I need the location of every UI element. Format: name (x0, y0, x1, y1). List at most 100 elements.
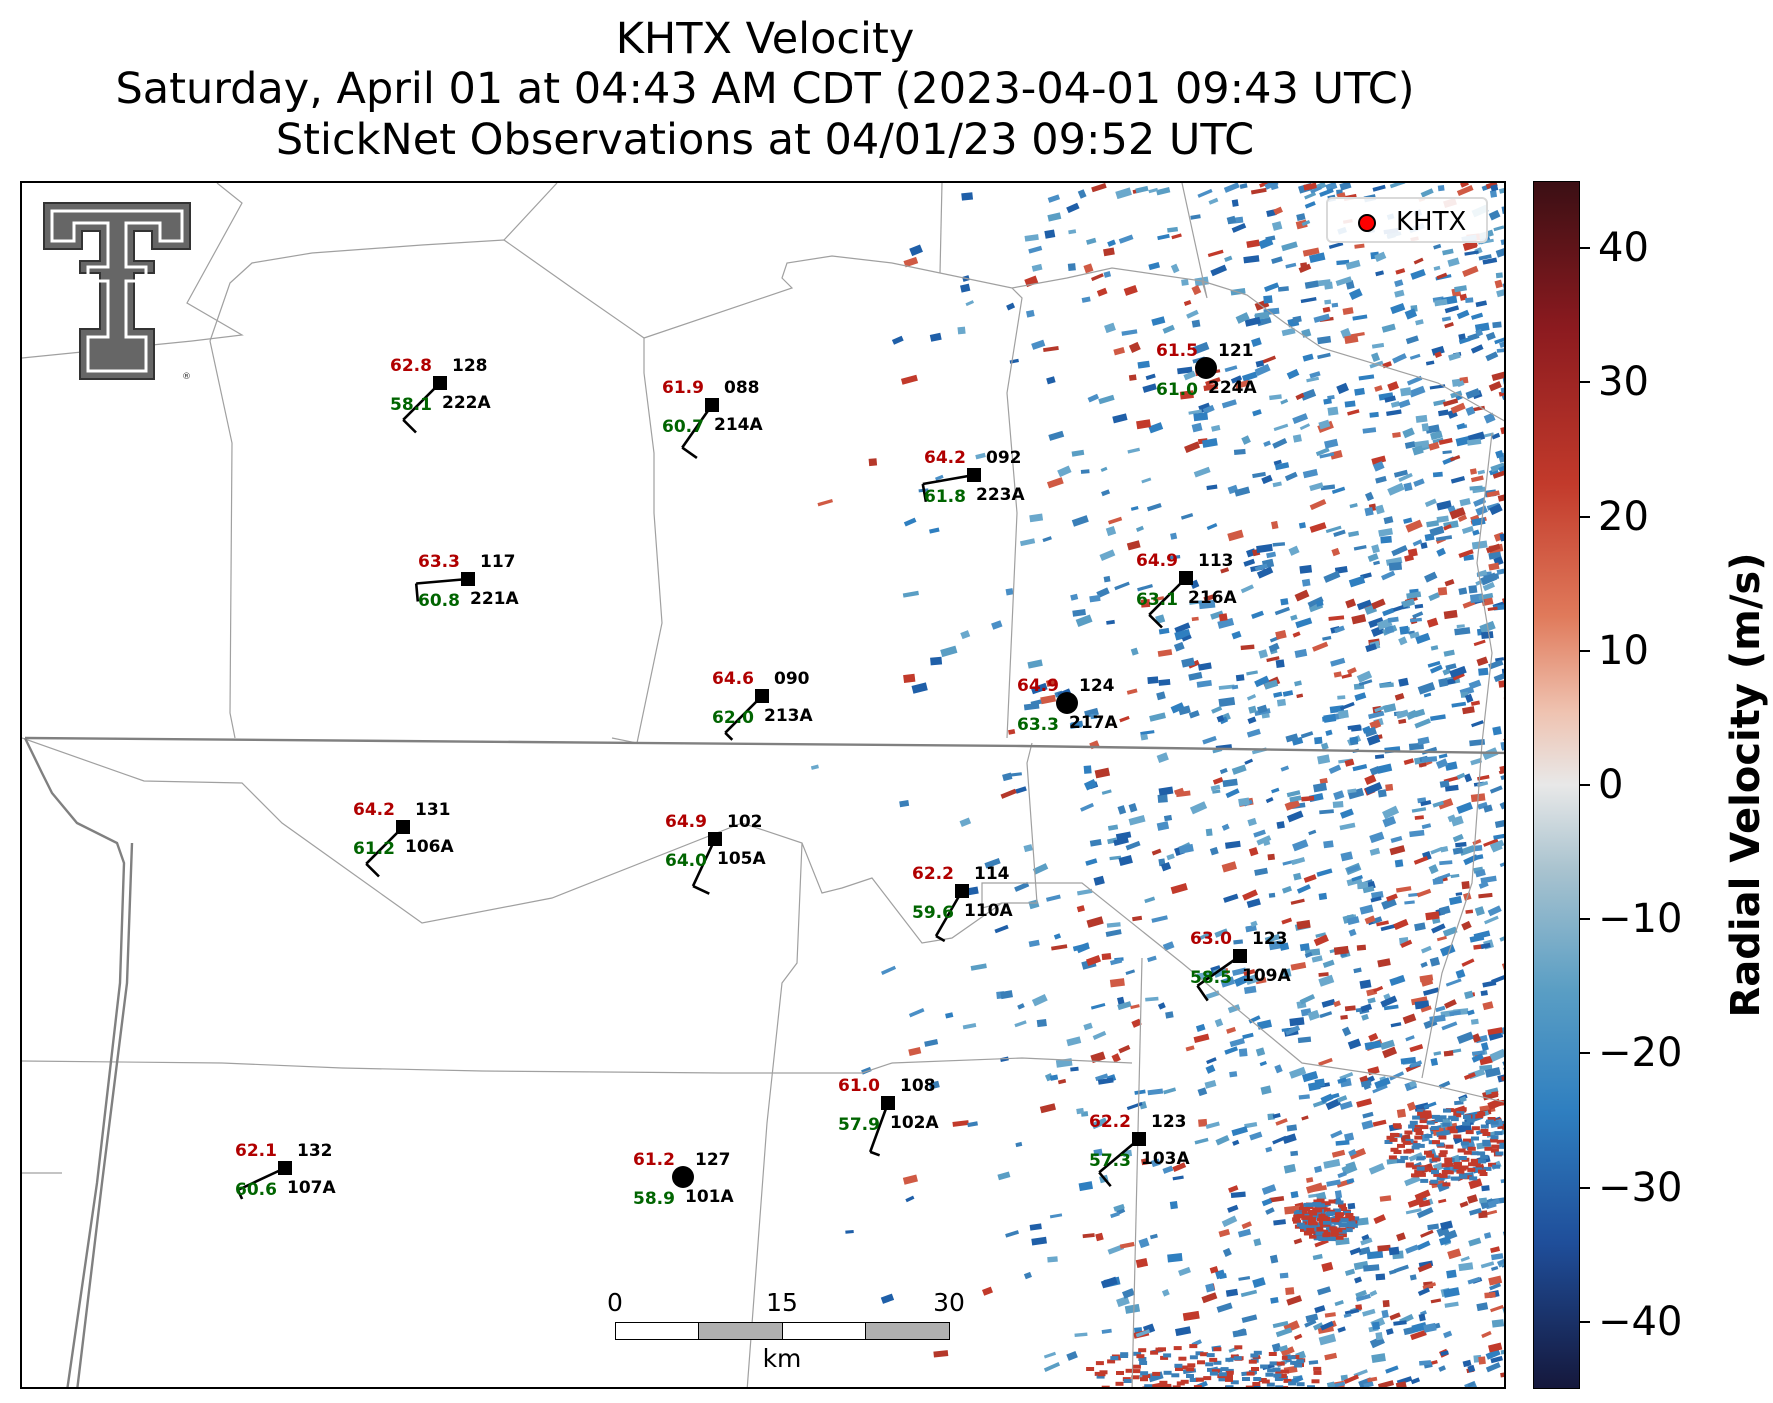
radar-gate (1418, 1313, 1426, 1322)
radar-gate (1306, 376, 1320, 383)
radar-gate (1505, 499, 1506, 509)
radar-gate (1475, 300, 1488, 308)
radar-gate (1494, 819, 1504, 829)
radar-gate (1280, 765, 1290, 772)
radar-gate (1414, 1169, 1423, 1174)
radar-gate (1319, 777, 1328, 785)
radar-gate (1329, 1226, 1338, 1231)
wind-barb-flag (681, 446, 698, 459)
radar-gate (1333, 1208, 1342, 1213)
radar-gate (1089, 839, 1102, 847)
radar-gate (1101, 952, 1112, 961)
radar-gate (1147, 676, 1159, 684)
station-temperature: 61.5 (1156, 341, 1198, 361)
radar-gate (1449, 665, 1467, 679)
radar-gate (1381, 1309, 1389, 1319)
radar-gate (1181, 634, 1192, 642)
radar-gate (1470, 1018, 1479, 1025)
radar-gate (1303, 1202, 1312, 1207)
radar-gate (1015, 1141, 1023, 1148)
radar-gate (1410, 1377, 1421, 1385)
radar-gate (1500, 773, 1504, 781)
radar-gate (1225, 1288, 1239, 1297)
radar-gate (1068, 229, 1077, 235)
radar-gate (1100, 466, 1108, 473)
radar-gate (1379, 1039, 1395, 1050)
radar-gate (1252, 1277, 1266, 1288)
radar-gate (1428, 441, 1440, 451)
radar-gate (1503, 696, 1504, 706)
radar-gate (1412, 539, 1423, 547)
radar-gate (1362, 885, 1375, 894)
double-t-icon: ® (43, 202, 191, 381)
radar-gate (1081, 296, 1091, 303)
radar-gate (1492, 1164, 1501, 1169)
radar-gate (1150, 1158, 1161, 1168)
radar-gate (1105, 929, 1122, 937)
station-dewpoint: 57.9 (838, 1115, 880, 1135)
station-marker-calm (1195, 357, 1217, 379)
wind-barb-flag (724, 731, 734, 741)
radar-gate (1464, 250, 1479, 256)
radar-gate (1172, 1162, 1187, 1172)
radar-gate (1478, 892, 1493, 899)
radar-gate (1326, 1381, 1336, 1387)
radar-gate (1456, 380, 1465, 388)
radar-gate (1268, 892, 1276, 898)
radar-gate (1363, 1264, 1380, 1272)
radar-gate (1193, 466, 1211, 478)
radar-gate (1473, 639, 1486, 647)
station-dewpoint: 61.8 (924, 487, 966, 507)
radar-gate (909, 244, 923, 257)
radar-gate (1484, 915, 1499, 925)
radar-gate (1267, 1368, 1276, 1373)
radar-gate (1221, 823, 1230, 831)
radar-gate (1392, 432, 1401, 438)
radar-gate (1167, 226, 1179, 233)
radar-gate (1139, 1361, 1148, 1365)
radar-gate (1469, 485, 1483, 491)
radar-gate (1310, 186, 1322, 194)
radar-gate (1344, 1268, 1356, 1277)
radar-gate (881, 965, 897, 975)
radar-gate (1162, 941, 1175, 951)
radar-gate (1438, 905, 1451, 916)
radar-gate (1450, 815, 1464, 827)
radar-gate (1163, 1087, 1177, 1095)
radar-gate (1278, 1344, 1289, 1352)
radar-gate (1421, 823, 1432, 830)
radar-gate (1254, 363, 1271, 377)
radar-gate (1218, 684, 1235, 690)
radar-gate (1331, 1149, 1346, 1158)
radar-gate (1339, 701, 1355, 711)
radar-gate (1095, 1073, 1109, 1082)
radar-gate (1292, 839, 1309, 852)
radar-gate (1053, 933, 1062, 940)
radar-gate (1086, 237, 1097, 245)
radar-gate (1043, 346, 1059, 352)
radar-gate (1321, 1261, 1334, 1272)
radar-gate (1205, 377, 1221, 386)
velocity-colorbar (1533, 181, 1580, 1389)
radar-gate (1423, 1101, 1437, 1109)
radar-gate (1468, 1207, 1482, 1216)
radar-gate (1489, 503, 1503, 516)
radar-gate (1438, 1153, 1447, 1158)
radar-gate (1369, 411, 1379, 418)
radar-gate (1250, 920, 1258, 928)
radar-gate (1434, 1118, 1443, 1123)
scale-segment (698, 1322, 783, 1340)
radar-gate (1330, 1233, 1339, 1237)
radar-gate (1322, 306, 1331, 313)
radar-gate (1409, 1140, 1418, 1145)
radar-map[interactable]: 62.8 128 58.1 222A 61.9 088 60.7 214A 64.2 092 61.… (20, 181, 1506, 1389)
station-id: 110A (964, 901, 1013, 921)
radar-gate (1401, 598, 1416, 608)
radar-gate (1290, 614, 1298, 621)
station-temperature: 62.2 (912, 864, 954, 884)
radar-gate (1207, 1367, 1215, 1372)
radar-gate (1161, 1288, 1170, 1297)
radar-gate (1368, 710, 1385, 720)
radar-gate (1125, 1368, 1134, 1373)
